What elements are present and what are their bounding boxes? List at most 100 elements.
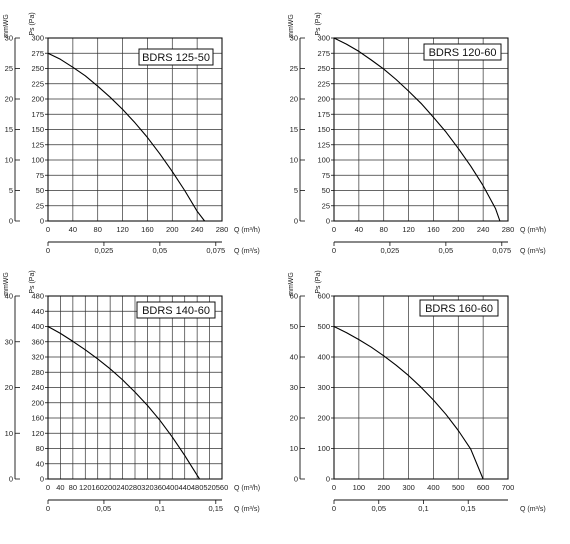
m3h-tick-label: 240: [477, 225, 490, 234]
m3h-tick-label: 0: [332, 225, 336, 234]
m3s-tick-label: 0,025: [95, 246, 114, 255]
model-label-box: [138, 48, 214, 66]
pa-tick-label: 200: [317, 95, 330, 104]
m3h-tick-label: 240: [191, 225, 204, 234]
m3h-tick-label: 280: [502, 225, 515, 234]
mmwg-axis-title: mmWG: [288, 272, 295, 296]
m3h-tick-label: 560: [216, 483, 229, 492]
m3s-tick-label: 0,15: [208, 504, 223, 513]
m3h-tick-label: 500: [452, 483, 465, 492]
model-label: BDRS 120-60: [429, 47, 497, 59]
m3h-tick-label: 200: [377, 483, 390, 492]
fan-curve-line: [333, 326, 484, 480]
mmwg-tick-label: 30: [290, 34, 298, 43]
m3h-axis-title: Q (m³/h): [520, 227, 546, 234]
mmwg-axis-title: mmWG: [3, 14, 10, 38]
pa-tick-label: 280: [31, 368, 44, 377]
m3h-tick-label: 300: [402, 483, 415, 492]
m3s-tick-label: 0,05: [97, 504, 112, 513]
pa-tick-label: 500: [317, 322, 330, 331]
fan-curve-line: [47, 52, 206, 222]
mmwg-tick-label: 30: [290, 383, 298, 392]
pa-tick-label: 300: [31, 34, 44, 43]
pa-tick-label: 250: [31, 64, 44, 73]
pa-tick-label: 200: [31, 398, 44, 407]
m3h-tick-label: 280: [216, 225, 229, 234]
fan-curve-line: [47, 326, 201, 480]
pa-tick-label: 120: [31, 429, 44, 438]
m3s-tick-label: 0: [332, 504, 336, 513]
pa-tick-label: 150: [31, 125, 44, 134]
m3s-axis-title: Q (m³/s): [520, 248, 546, 255]
pa-tick-label: 240: [31, 383, 44, 392]
m3s-tick-label: 0,15: [461, 504, 476, 513]
pa-tick-label: 250: [317, 64, 330, 73]
m3s-tick-label: 0,1: [418, 504, 428, 513]
m3h-tick-label: 160: [427, 225, 440, 234]
pa-tick-label: 0: [40, 475, 44, 484]
pa-tick-label: 225: [31, 79, 44, 88]
pa-tick-label: 275: [317, 49, 330, 58]
mmwg-tick-label: 20: [290, 414, 298, 423]
pa-axis-title: Ps (Pa): [315, 12, 322, 35]
pa-tick-label: 80: [36, 444, 44, 453]
mmwg-tick-label: 15: [290, 125, 298, 134]
pa-tick-label: 320: [31, 353, 44, 362]
pa-tick-label: 0: [40, 217, 44, 226]
mmwg-tick-label: 60: [290, 292, 298, 301]
pa-tick-label: 175: [31, 110, 44, 119]
m3h-tick-label: 200: [166, 225, 179, 234]
pa-axis-title: Ps (Pa): [29, 270, 36, 293]
mmwg-tick-label: 10: [290, 156, 298, 165]
mmwg-axis-title: mmWG: [288, 14, 295, 38]
m3h-tick-label: 160: [141, 225, 154, 234]
m3h-tick-label: 40: [56, 483, 64, 492]
fan-curve-line: [333, 37, 501, 222]
pa-tick-label: 50: [322, 186, 330, 195]
m3h-tick-label: 0: [46, 483, 50, 492]
m3h-tick-label: 280: [129, 483, 142, 492]
m3h-tick-label: 360: [154, 483, 167, 492]
mmwg-tick-label: 10: [290, 444, 298, 453]
pa-tick-label: 200: [31, 95, 44, 104]
mmwg-tick-label: 30: [5, 337, 13, 346]
mmwg-tick-label: 0: [294, 475, 298, 484]
mmwg-tick-label: 10: [5, 429, 13, 438]
mmwg-tick-label: 10: [5, 156, 13, 165]
model-label: BDRS 140-60: [142, 305, 210, 317]
m3s-tick-label: 0: [46, 504, 50, 513]
pa-tick-label: 440: [31, 307, 44, 316]
pa-tick-label: 300: [317, 383, 330, 392]
m3h-tick-label: 320: [141, 483, 154, 492]
mmwg-tick-label: 5: [294, 186, 298, 195]
m3h-tick-label: 0: [332, 483, 336, 492]
m3h-tick-label: 440: [178, 483, 191, 492]
m3h-tick-label: 120: [402, 225, 415, 234]
mmwg-tick-label: 40: [290, 353, 298, 362]
pa-tick-label: 75: [322, 171, 330, 180]
pa-tick-label: 50: [36, 186, 44, 195]
pa-tick-label: 75: [36, 171, 44, 180]
m3h-tick-label: 80: [380, 225, 388, 234]
pa-tick-label: 125: [31, 140, 44, 149]
pa-tick-label: 25: [36, 201, 44, 210]
mmwg-tick-label: 50: [290, 322, 298, 331]
pa-tick-label: 480: [31, 292, 44, 301]
m3h-tick-label: 600: [477, 483, 490, 492]
fan-curve-panel: 0408012016020024028032036040044048001020…: [3, 270, 260, 513]
pa-tick-label: 100: [317, 156, 330, 165]
m3h-tick-label: 200: [452, 225, 465, 234]
pa-tick-label: 600: [317, 292, 330, 301]
pa-tick-label: 200: [317, 414, 330, 423]
m3s-axis-title: Q (m³/s): [234, 248, 260, 255]
m3s-tick-label: 0: [46, 246, 50, 255]
pa-axis-title: Ps (Pa): [29, 12, 36, 35]
m3s-tick-label: 0,075: [492, 246, 511, 255]
m3h-tick-label: 480: [191, 483, 204, 492]
pa-tick-label: 100: [31, 156, 44, 165]
pa-tick-label: 150: [317, 125, 330, 134]
m3h-tick-label: 700: [502, 483, 515, 492]
m3s-tick-label: 0,05: [153, 246, 168, 255]
